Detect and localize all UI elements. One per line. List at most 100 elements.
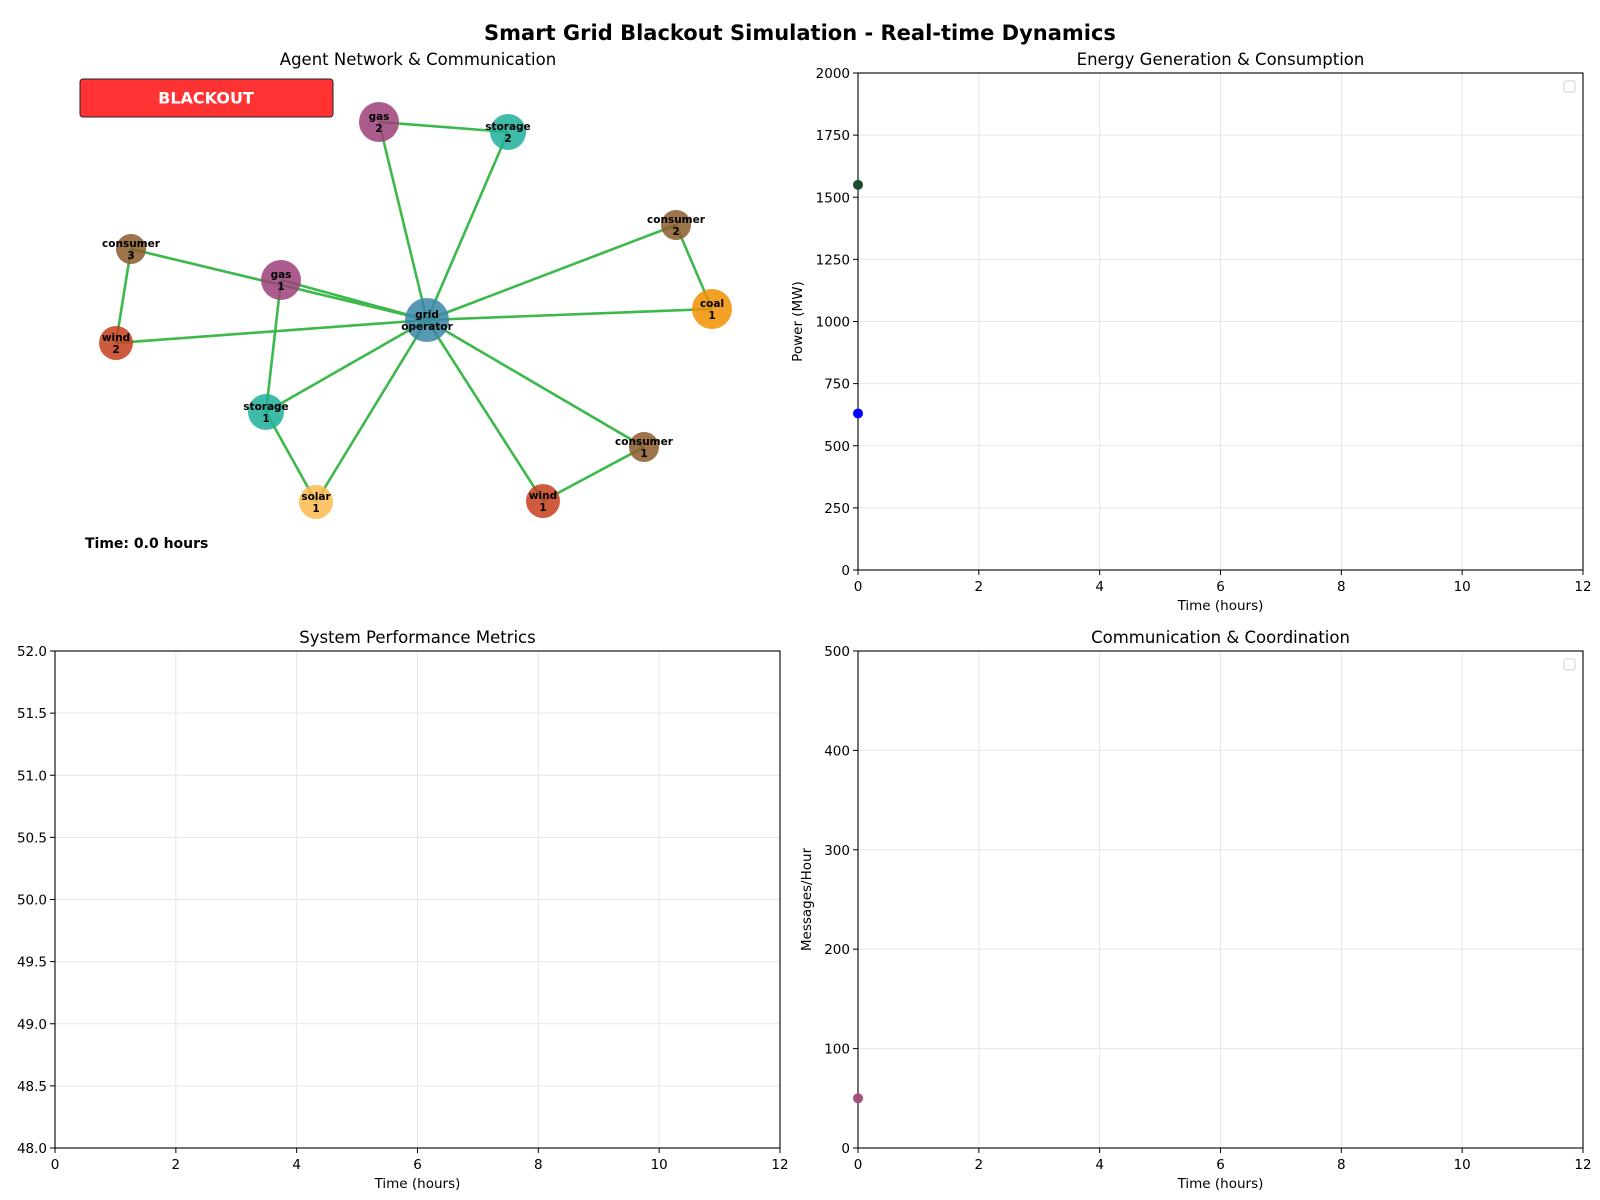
energy-x-tick-label: 6	[1216, 579, 1225, 595]
network-edge	[265, 318, 428, 414]
network-node-circle	[692, 289, 732, 329]
energy-x-axis-label: Time (hours)	[1177, 598, 1264, 614]
network-panel-title: Agent Network & Communication	[280, 50, 556, 69]
communication-x-axis-label: Time (hours)	[1177, 1176, 1264, 1192]
communication-y-tick-label: 200	[824, 942, 850, 958]
performance-y-tick-label: 49.0	[17, 1017, 47, 1033]
communication-x-tick-label: 4	[1095, 1157, 1104, 1173]
time-readout: Time: 0.0 hours	[85, 536, 208, 552]
communication-x-tick-label: 8	[1337, 1157, 1346, 1173]
network-node-circle	[405, 298, 449, 342]
network-node-label: consumer	[615, 436, 674, 448]
energy-y-tick-label: 500	[824, 439, 850, 455]
energy-x-tick-label: 0	[854, 579, 863, 595]
network-node-label: gas	[369, 111, 390, 123]
network-edge	[377, 121, 429, 321]
network-node-label: 2	[112, 344, 119, 356]
energy-y-tick-label: 1250	[816, 252, 850, 268]
energy-title: Energy Generation & Consumption	[1077, 50, 1365, 69]
performance-x-tick-label: 0	[51, 1157, 60, 1173]
performance-x-tick-label: 10	[651, 1157, 668, 1173]
network-node-label: gas	[271, 269, 292, 281]
performance-y-tick-label: 51.5	[17, 706, 47, 722]
performance-x-tick-label: 4	[292, 1157, 301, 1173]
network-node-label: 3	[127, 250, 134, 262]
communication-y-tick-label: 300	[824, 843, 850, 859]
network-node-label: 1	[312, 503, 319, 515]
energy-x-tick-label: 8	[1337, 579, 1346, 595]
communication-x-tick-label: 12	[1574, 1157, 1591, 1173]
network-node-label: wind	[102, 332, 130, 344]
network-node-circle	[248, 394, 284, 430]
network-nodes: gridoperatorgas1gas2storage1storage2cons…	[99, 102, 732, 519]
status-badge-label: BLACKOUT	[158, 89, 254, 108]
performance-title: System Performance Metrics	[299, 628, 535, 647]
performance-y-tick-label: 51.0	[17, 768, 47, 784]
network-edge	[314, 319, 429, 503]
network-node-label: operator	[401, 321, 453, 333]
network-node-circle	[490, 114, 526, 150]
network-node-label: 2	[504, 133, 511, 145]
network-edge	[542, 445, 645, 503]
energy-y-tick-label: 1000	[816, 315, 850, 331]
energy-x-tick-label: 4	[1095, 579, 1104, 595]
performance-y-tick-label: 52.0	[17, 644, 47, 660]
performance-y-tick-label: 50.5	[17, 830, 47, 846]
energy-data-point	[853, 408, 863, 419]
communication-title: Communication & Coordination	[1091, 628, 1350, 647]
network-node-circle	[299, 485, 333, 519]
energy-y-tick-label: 1750	[816, 128, 850, 144]
network-node-label: consumer	[102, 238, 161, 250]
network-node-circle	[359, 102, 399, 142]
performance-panel: 0 2 4 6 8 10 12 48.0 48.5 49.0 49.5 50.0 50.5 51.0 51.…	[17, 628, 789, 1192]
communication-y-tick-label: 100	[824, 1042, 850, 1058]
communication-y-tick-label: 500	[824, 644, 850, 660]
network-edge	[425, 319, 545, 502]
communication-x-tick-label: 10	[1454, 1157, 1471, 1173]
communication-legend	[1563, 658, 1576, 671]
network-edge	[115, 318, 428, 345]
performance-y-tick-label: 48.5	[17, 1079, 47, 1095]
network-node-label: storage	[243, 401, 288, 413]
communication-x-tick-label: 0	[854, 1157, 863, 1173]
energy-x-tick-label: 2	[975, 579, 984, 595]
network-node-label: 2	[672, 226, 679, 238]
performance-y-tick-label: 49.5	[17, 955, 47, 971]
energy-y-tick-label: 250	[824, 501, 850, 517]
network-edge	[425, 131, 510, 321]
network-node-circle	[629, 432, 659, 462]
network-node-label: wind	[529, 490, 557, 502]
network-node-circle	[99, 326, 133, 360]
network-node-label: 1	[539, 502, 546, 514]
network-node-label: 1	[640, 448, 647, 460]
network-node-label: 2	[375, 123, 382, 135]
communication-x-tick-label: 6	[1216, 1157, 1225, 1173]
network-node-label: grid	[415, 309, 439, 321]
network-edge	[426, 223, 677, 322]
communication-y-tick-label: 400	[824, 743, 850, 759]
network-panel: Agent Network & Communication gridoperat…	[79, 50, 732, 552]
performance-x-tick-label: 6	[413, 1157, 422, 1173]
network-node-label: 1	[262, 413, 269, 425]
network-node-label: storage	[485, 121, 530, 133]
network-edge	[378, 120, 509, 134]
network-node-circle	[261, 260, 301, 300]
communication-y-axis-label: Messages/Hour	[799, 847, 815, 951]
status-badge: BLACKOUT	[79, 78, 334, 118]
energy-data-point	[853, 179, 863, 190]
performance-x-axis-label: Time (hours)	[374, 1176, 461, 1192]
performance-y-tick-label: 48.0	[17, 1141, 47, 1157]
network-node-label: consumer	[647, 214, 706, 226]
performance-x-tick-label: 12	[771, 1157, 788, 1173]
energy-x-tick-label: 12	[1574, 579, 1591, 595]
